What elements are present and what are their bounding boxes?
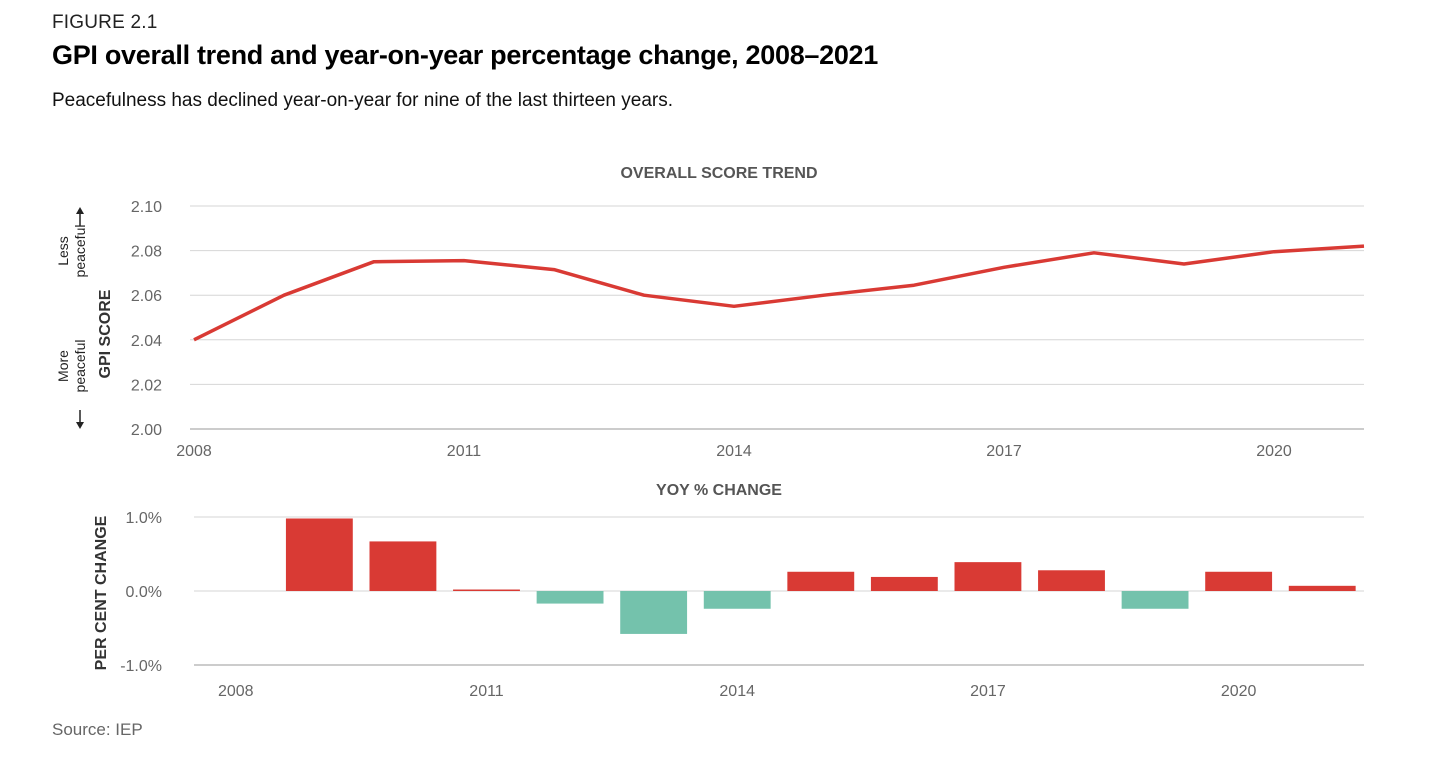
line-x-tick-label: 2011 [447, 443, 482, 460]
line-x-tick-label: 2008 [176, 443, 212, 460]
bar-2009 [285, 518, 353, 591]
less-peaceful-line1: Less [55, 236, 71, 266]
source-note: Source: IEP [52, 720, 143, 739]
up-arrow-icon [76, 207, 84, 226]
line-y-tick-label: 2.08 [131, 244, 162, 261]
more-peaceful-line1: More [55, 350, 71, 382]
bar-2010 [369, 541, 437, 591]
yoy-change-panel: YOY % CHANGE 1.0%0.0%-1.0% 2008 2011 2014 2… [93, 482, 1364, 700]
line-y-axis-title: GPI SCORE [97, 289, 114, 378]
chart-title: GPI overall trend and year-on-year perce… [52, 40, 878, 70]
bar-2021 [1288, 585, 1356, 591]
bar-x-tick-label: 2011 [469, 683, 504, 700]
bar-y-tick-label: 1.0% [126, 510, 162, 527]
bar-2012 [536, 591, 604, 604]
bar-x-tick-label: 2014 [719, 683, 755, 700]
bar-x-tick-label: 2017 [970, 683, 1006, 700]
line-y-tick-label: 2.04 [131, 333, 162, 350]
line-y-axis-labels: GPI SCORE Less peaceful More peaceful [55, 207, 114, 429]
line-x-tick-label: 2020 [1256, 443, 1292, 460]
line-grid [190, 205, 1364, 430]
line-panel-title: OVERALL SCORE TREND [620, 165, 817, 182]
line-y-tick-label: 2.00 [131, 422, 162, 439]
less-peaceful-line2: peaceful [72, 225, 88, 278]
line-x-tick-label: 2017 [986, 443, 1022, 460]
line-y-tick-label: 2.06 [131, 288, 162, 305]
bar-x-tick-label: 2020 [1221, 683, 1257, 700]
bar-panel-title: YOY % CHANGE [656, 482, 782, 499]
bar-y-tick-label: 0.0% [126, 584, 162, 601]
bar-2020 [1205, 571, 1273, 591]
bar-2013 [620, 591, 688, 634]
line-y-tick-label: 2.02 [131, 377, 162, 394]
bar-2017 [954, 562, 1022, 591]
bar-x-tick-label: 2008 [218, 683, 254, 700]
line-y-ticks: 2.10 2.08 2.06 2.04 2.02 2.00 [131, 199, 162, 439]
gpi-score-line [193, 244, 1365, 342]
bar-y-tick-label: -1.0% [120, 658, 162, 675]
bar-2018 [1038, 570, 1105, 591]
line-y-tick-label: 2.10 [131, 199, 162, 216]
down-arrow-icon [76, 410, 84, 429]
bar-2016 [870, 576, 938, 591]
bar-y-axis-title: PER CENT CHANGE [93, 515, 110, 670]
more-peaceful-line2: peaceful [72, 340, 88, 393]
line-x-tick-label: 2014 [716, 443, 752, 460]
bar-2015 [787, 571, 855, 591]
chart-subtitle: Peacefulness has declined year-on-year f… [52, 90, 674, 111]
bar-2019 [1121, 591, 1189, 609]
bar-y-ticks: 1.0% 0.0% -1.0% [120, 510, 162, 675]
figure-label: FIGURE 2.1 [52, 12, 158, 33]
bar-2011 [453, 589, 520, 591]
overall-score-panel: OVERALL SCORE TREND 2.10 2.08 2.06 2.04 2.02… [55, 165, 1365, 460]
line-points [193, 246, 1365, 340]
bars [285, 518, 1356, 634]
bar-x-ticks: 2008 2011 2014 2017 2020 [218, 683, 1257, 700]
bar-2014 [703, 591, 771, 609]
line-x-ticks: 2008 2011 2014 2017 2020 [176, 443, 1292, 460]
